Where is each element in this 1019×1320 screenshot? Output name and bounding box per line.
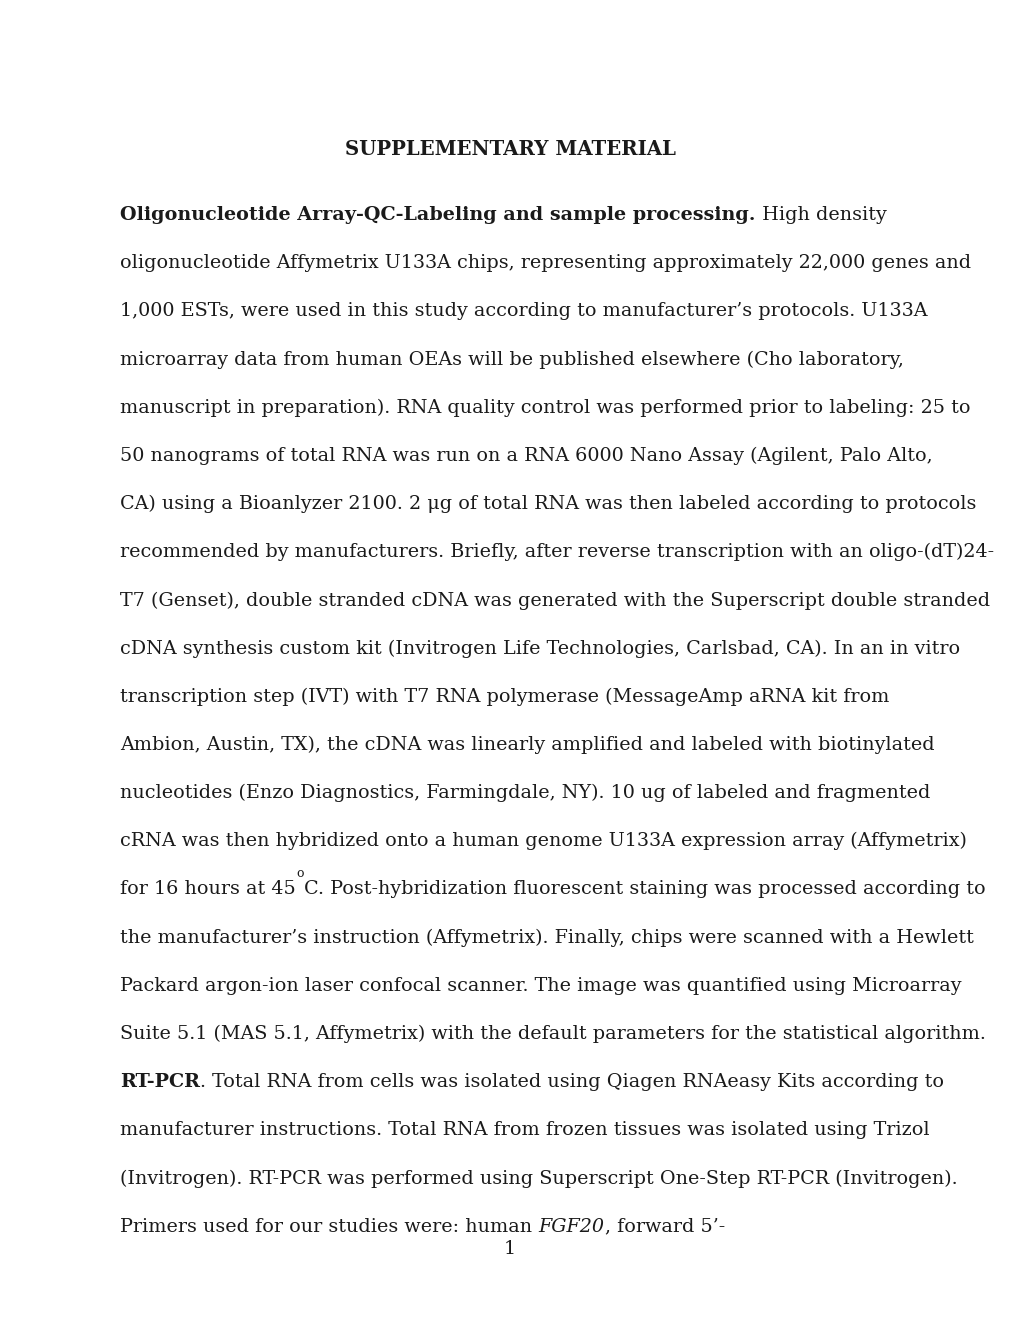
Text: T7 (Genset), double stranded cDNA was generated with the Superscript double stra: T7 (Genset), double stranded cDNA was ge…: [120, 591, 989, 610]
Text: , forward 5’-: , forward 5’-: [604, 1217, 725, 1236]
Text: 50 nanograms of total RNA was run on a RNA 6000 Nano Assay (Agilent, Palo Alto,: 50 nanograms of total RNA was run on a R…: [120, 446, 932, 465]
Text: Oligonucleotide Array-QC-Labeling and sample processing.: Oligonucleotide Array-QC-Labeling and sa…: [120, 206, 755, 224]
Text: oligonucleotide Affymetrix U133A chips, representing approximately 22,000 genes : oligonucleotide Affymetrix U133A chips, …: [120, 253, 970, 272]
Text: the manufacturer’s instruction (Affymetrix). Finally, chips were scanned with a : the manufacturer’s instruction (Affymetr…: [120, 928, 973, 946]
Text: cRNA was then hybridized onto a human genome U133A expression array (Affymetrix): cRNA was then hybridized onto a human ge…: [120, 832, 966, 850]
Text: SUPPLEMENTARY MATERIAL: SUPPLEMENTARY MATERIAL: [344, 139, 675, 158]
Text: Packard argon-ion laser confocal scanner. The image was quantified using Microar: Packard argon-ion laser confocal scanner…: [120, 977, 961, 995]
Text: . Total RNA from cells was isolated using Qiagen RNAeasy Kits according to: . Total RNA from cells was isolated usin…: [200, 1073, 944, 1092]
Text: High density: High density: [755, 206, 886, 224]
Text: manuscript in preparation). RNA quality control was performed prior to labeling:: manuscript in preparation). RNA quality …: [120, 399, 970, 417]
Text: FGF20: FGF20: [538, 1217, 604, 1236]
Text: CA) using a Bioanlyzer 2100. 2 μg of total RNA was then labeled according to pro: CA) using a Bioanlyzer 2100. 2 μg of tot…: [120, 495, 976, 513]
Text: 1: 1: [503, 1239, 516, 1258]
Text: Primers used for our studies were: human: Primers used for our studies were: human: [120, 1217, 538, 1236]
Text: Ambion, Austin, TX), the cDNA was linearly amplified and labeled with biotinylat: Ambion, Austin, TX), the cDNA was linear…: [120, 735, 934, 754]
Text: microarray data from human OEAs will be published elsewhere (Cho laboratory,: microarray data from human OEAs will be …: [120, 350, 904, 368]
Text: recommended by manufacturers. Briefly, after reverse transcription with an oligo: recommended by manufacturers. Briefly, a…: [120, 543, 994, 561]
Text: C. Post-hybridization fluorescent staining was processed according to: C. Post-hybridization fluorescent staini…: [304, 880, 984, 899]
Text: nucleotides (Enzo Diagnostics, Farmingdale, NY). 10 ug of labeled and fragmented: nucleotides (Enzo Diagnostics, Farmingda…: [120, 784, 929, 803]
Text: cDNA synthesis custom kit (Invitrogen Life Technologies, Carlsbad, CA). In an in: cDNA synthesis custom kit (Invitrogen Li…: [120, 639, 960, 657]
Text: for 16 hours at 45: for 16 hours at 45: [120, 880, 296, 899]
Text: RT-PCR: RT-PCR: [120, 1073, 200, 1092]
Text: (Invitrogen). RT-PCR was performed using Superscript One-Step RT-PCR (Invitrogen: (Invitrogen). RT-PCR was performed using…: [120, 1170, 957, 1188]
Text: o: o: [296, 867, 304, 880]
Text: 1,000 ESTs, were used in this study according to manufacturer’s protocols. U133A: 1,000 ESTs, were used in this study acco…: [120, 302, 927, 321]
Text: Suite 5.1 (MAS 5.1, Affymetrix) with the default parameters for the statistical : Suite 5.1 (MAS 5.1, Affymetrix) with the…: [120, 1024, 985, 1043]
Text: transcription step (IVT) with T7 RNA polymerase (MessageAmp aRNA kit from: transcription step (IVT) with T7 RNA pol…: [120, 688, 889, 706]
Text: manufacturer instructions. Total RNA from frozen tissues was isolated using Triz: manufacturer instructions. Total RNA fro…: [120, 1121, 929, 1139]
